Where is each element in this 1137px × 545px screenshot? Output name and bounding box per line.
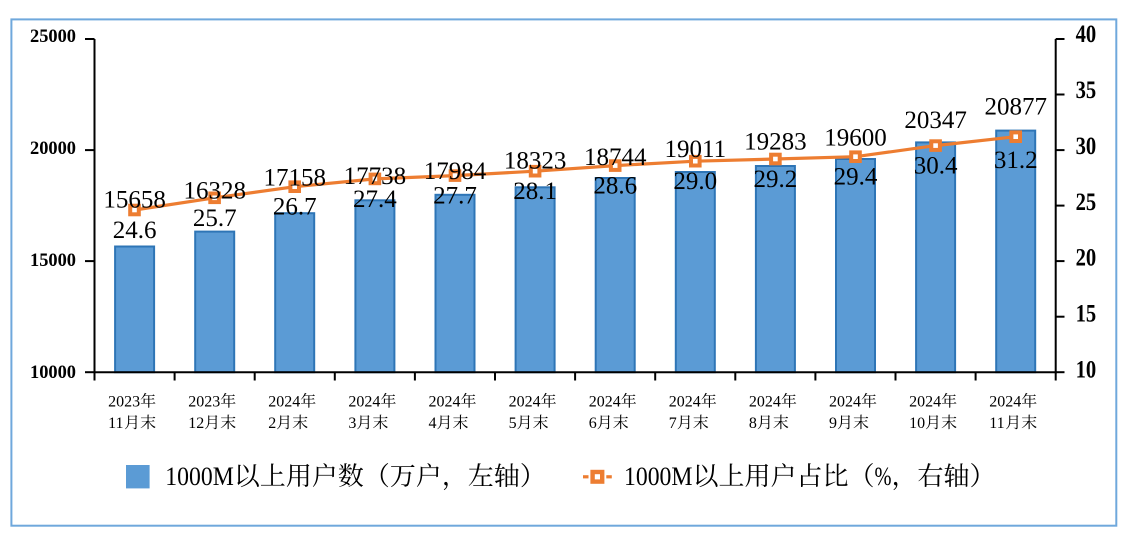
svg-text:18323: 18323 (504, 148, 567, 175)
svg-text:29.4: 29.4 (834, 164, 878, 191)
svg-text:2024: 2024 (989, 394, 1021, 411)
svg-text:28.6: 28.6 (593, 173, 637, 200)
svg-text:17738: 17738 (344, 163, 407, 190)
svg-text:2024: 2024 (749, 394, 781, 411)
svg-text:19011: 19011 (665, 136, 727, 163)
svg-text:26.7: 26.7 (273, 194, 317, 221)
svg-text:7: 7 (669, 415, 677, 432)
svg-text:29.2: 29.2 (754, 166, 798, 193)
svg-text:2023: 2023 (188, 394, 220, 411)
svg-text:2: 2 (268, 415, 276, 432)
svg-text:24.6: 24.6 (113, 217, 157, 244)
svg-text:2024: 2024 (669, 394, 701, 411)
svg-text:2024: 2024 (909, 394, 941, 411)
svg-text:9: 9 (829, 415, 837, 432)
svg-text:6: 6 (589, 415, 597, 432)
svg-text:2024: 2024 (509, 394, 541, 411)
svg-text:40: 40 (1076, 21, 1097, 48)
svg-text:25.7: 25.7 (193, 205, 237, 232)
svg-text:20000: 20000 (30, 138, 76, 159)
svg-text:30.4: 30.4 (914, 153, 958, 180)
svg-text:28.1: 28.1 (513, 178, 557, 205)
svg-text:20: 20 (1076, 245, 1097, 272)
svg-text:18744: 18744 (584, 144, 647, 171)
svg-text:2024: 2024 (829, 394, 861, 411)
svg-text:15658: 15658 (103, 187, 166, 214)
svg-text:35: 35 (1076, 77, 1097, 104)
svg-text:25000: 25000 (30, 26, 76, 47)
svg-text:11: 11 (108, 415, 123, 432)
svg-text:2023: 2023 (108, 394, 140, 411)
svg-text:3: 3 (348, 415, 356, 432)
svg-text:%: % (875, 462, 892, 491)
svg-text:20347: 20347 (904, 107, 967, 134)
svg-text:25: 25 (1076, 189, 1097, 216)
svg-text:30: 30 (1076, 133, 1097, 160)
svg-text:4: 4 (429, 415, 437, 432)
svg-text:15: 15 (1076, 301, 1097, 328)
svg-text:27.4: 27.4 (353, 186, 397, 213)
svg-text:17158: 17158 (264, 165, 327, 192)
svg-text:15000: 15000 (30, 250, 76, 271)
svg-text:2024: 2024 (589, 394, 621, 411)
svg-text:2024: 2024 (429, 394, 461, 411)
svg-text:12: 12 (188, 415, 204, 432)
svg-text:1000M: 1000M (165, 462, 234, 491)
svg-text:5: 5 (509, 415, 517, 432)
svg-text:10: 10 (909, 415, 925, 432)
svg-text:10: 10 (1076, 357, 1097, 384)
svg-text:20877: 20877 (984, 94, 1047, 121)
svg-text:16328: 16328 (183, 178, 246, 205)
svg-text:17984: 17984 (424, 158, 487, 185)
svg-text:1000M: 1000M (624, 462, 693, 491)
svg-text:8: 8 (749, 415, 757, 432)
svg-text:19283: 19283 (744, 129, 807, 156)
svg-text:29.0: 29.0 (673, 168, 717, 195)
svg-text:27.7: 27.7 (433, 183, 477, 210)
svg-text:10000: 10000 (30, 362, 76, 383)
svg-text:11: 11 (989, 415, 1004, 432)
svg-text:31.2: 31.2 (994, 147, 1038, 174)
svg-text:19600: 19600 (824, 125, 887, 152)
svg-text:2024: 2024 (268, 394, 300, 411)
svg-text:2024: 2024 (348, 394, 380, 411)
